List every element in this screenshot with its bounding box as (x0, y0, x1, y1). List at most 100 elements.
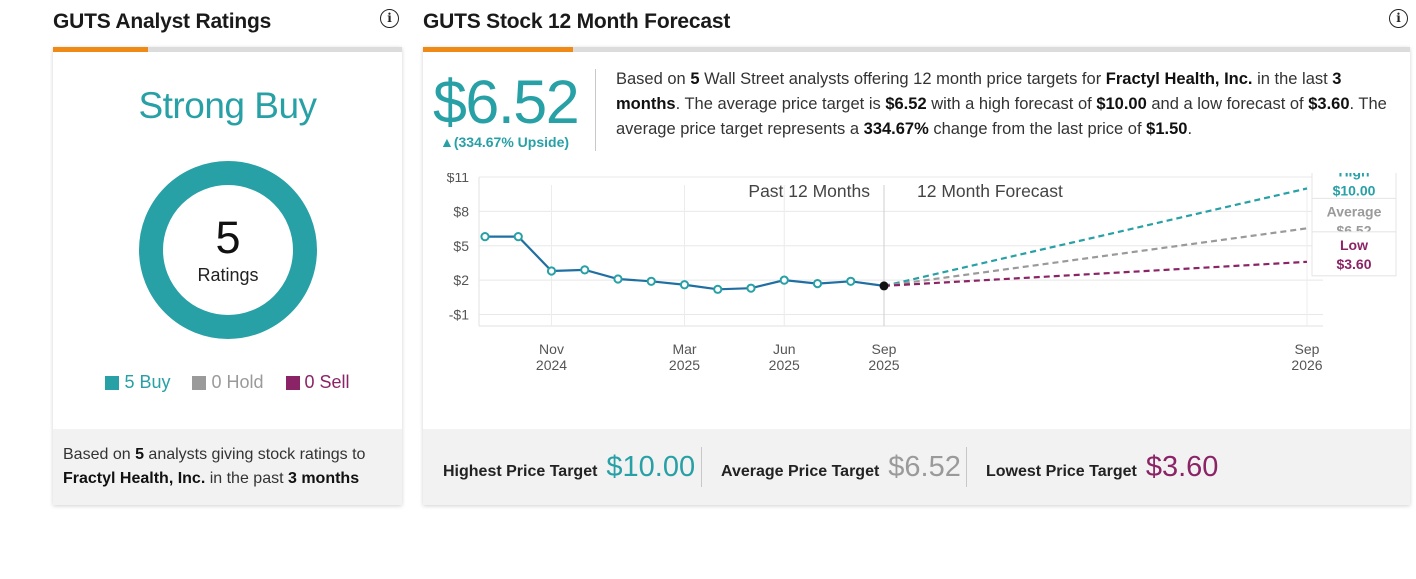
footer-period: 3 months (287, 470, 360, 487)
summary-period: 3 months (616, 70, 1342, 113)
x-tick-year: 2025 (669, 357, 700, 373)
average-price-target: $6.52 (433, 68, 580, 136)
price-targets-footer: Highest Price Target $10.00 Average Pric… (423, 429, 1410, 505)
history-point (613, 274, 623, 284)
divider (966, 447, 967, 487)
summary-change: 334.67% (863, 120, 929, 138)
history-point (646, 276, 656, 286)
summary-text: and a low forecast of (1146, 95, 1309, 113)
y-tick-label: -$1 (449, 307, 469, 323)
x-tick-year: 2025 (868, 357, 899, 373)
y-tick-label: $2 (453, 272, 469, 288)
forecast-line-high (883, 187, 1308, 287)
history-point (546, 266, 557, 276)
average-target: Average Price Target $6.52 (721, 451, 961, 484)
forecast-header: 12 Month Forecast (917, 181, 1063, 201)
analyst-ratings-card: Strong Buy 5 Ratings 5 Buy 0 Hold 0 Sell… (53, 47, 402, 505)
forecast-label-box (1311, 231, 1397, 277)
legend-buy: 5 Buy (105, 372, 170, 393)
current-price-point (879, 281, 889, 291)
x-tick-month: Jun (773, 341, 796, 357)
summary-text: in the last (1252, 70, 1333, 88)
forecast-label-value: $10.00 (1333, 182, 1376, 198)
legend-hold-swatch (192, 375, 207, 390)
footer-text: analysts giving stock ratings to (143, 446, 366, 463)
buy-ratings-ring (139, 161, 317, 339)
price-forecast-chart: Past 12 Months 12 Month Forecast $11 $8 $5 $2… (447, 173, 1397, 373)
average-target-label: Average Price Target (721, 463, 880, 480)
summary-low: $3.60 (1308, 95, 1350, 113)
x-tick-month: Sep (872, 341, 897, 357)
x-tick-year: 2026 (1291, 357, 1322, 373)
ratings-legend: 5 Buy 0 Hold 0 Sell (53, 372, 402, 393)
summary-last-price: $1.50 (1146, 120, 1188, 138)
x-tick-month: Mar (672, 341, 696, 357)
ratings-footer: Based on 5 analysts giving stock ratings… (53, 429, 402, 505)
upside-percent: ▲(334.67% Upside) (440, 134, 570, 150)
legend-sell-label: 0 Sell (304, 372, 350, 392)
average-target-value: $6.52 (888, 451, 961, 483)
forecast-info-icon[interactable]: i (1389, 9, 1408, 28)
summary-text: . (1187, 120, 1193, 138)
legend-buy-label: 5 Buy (124, 372, 171, 392)
price-forecast-card: $6.52 ▲(334.67% Upside) Based on 5 Wall … (423, 47, 1410, 505)
y-tick-label: $8 (453, 203, 469, 219)
summary-high: $10.00 (1096, 95, 1147, 113)
footer-analyst-count: 5 (135, 446, 144, 463)
total-ratings-count: 5 (215, 212, 241, 263)
summary-analysts: 5 (690, 70, 700, 88)
legend-hold-label: 0 Hold (211, 372, 264, 392)
lowest-target-value: $3.60 (1145, 451, 1219, 483)
history-point (580, 265, 590, 275)
highest-target-label: Highest Price Target (443, 463, 598, 480)
card-accent-track (573, 47, 1410, 52)
card-accent-bar (423, 47, 573, 52)
history-point (746, 283, 756, 293)
forecast-label-name: High (1338, 173, 1369, 179)
lowest-target: Lowest Price Target $3.60 (986, 451, 1218, 484)
history-point (679, 280, 690, 290)
ratings-section-title: GUTS Analyst Ratings (53, 10, 272, 33)
forecast-section-title: GUTS Stock 12 Month Forecast (423, 10, 731, 33)
forecast-line-low (883, 260, 1308, 287)
summary-text: change from the last price of (928, 120, 1147, 138)
history-point (779, 275, 789, 285)
history-point (846, 276, 856, 286)
y-tick-label: $11 (447, 173, 470, 185)
past-12-months-header: Past 12 Months (748, 181, 870, 201)
ratings-donut-chart (139, 161, 317, 339)
footer-company: Fractyl Health, Inc. (63, 470, 206, 487)
footer-text: Based on (63, 446, 136, 463)
summary-text: Wall Street analysts offering 12 month p… (699, 70, 1106, 88)
consensus-rating: Strong Buy (138, 85, 317, 126)
x-tick-year: 2024 (536, 357, 567, 373)
legend-buy-swatch (105, 375, 120, 390)
x-tick-month: Nov (539, 341, 564, 357)
history-point (713, 284, 723, 294)
forecast-line-average (883, 227, 1308, 287)
summary-text: Based on (616, 70, 691, 88)
card-accent-track (148, 47, 402, 52)
card-accent-bar (53, 47, 148, 52)
highest-target: Highest Price Target $10.00 (443, 451, 695, 484)
forecast-summary: Based on 5 Wall Street analysts offering… (616, 67, 1401, 142)
y-tick-label: $5 (453, 238, 469, 254)
lowest-target-label: Lowest Price Target (986, 463, 1137, 480)
legend-sell: 0 Sell (285, 372, 350, 393)
summary-average: $6.52 (885, 95, 927, 113)
summary-text: . The average price target represents a (616, 95, 1387, 138)
forecast-label-name: Average (1327, 203, 1382, 219)
forecast-label-value: $3.60 (1336, 256, 1371, 272)
ratings-info-icon[interactable]: i (380, 9, 399, 28)
history-point (480, 232, 490, 242)
forecast-label-name: Low (1340, 237, 1368, 253)
total-ratings-label: Ratings (197, 265, 259, 285)
divider (595, 69, 596, 151)
summary-company: Fractyl Health, Inc. (1105, 70, 1253, 88)
divider (701, 447, 702, 487)
summary-text: . The average price target is (675, 95, 886, 113)
history-point (513, 232, 523, 242)
legend-sell-swatch (285, 375, 300, 390)
x-tick-year: 2025 (769, 357, 800, 373)
x-tick-month: Sep (1295, 341, 1320, 357)
